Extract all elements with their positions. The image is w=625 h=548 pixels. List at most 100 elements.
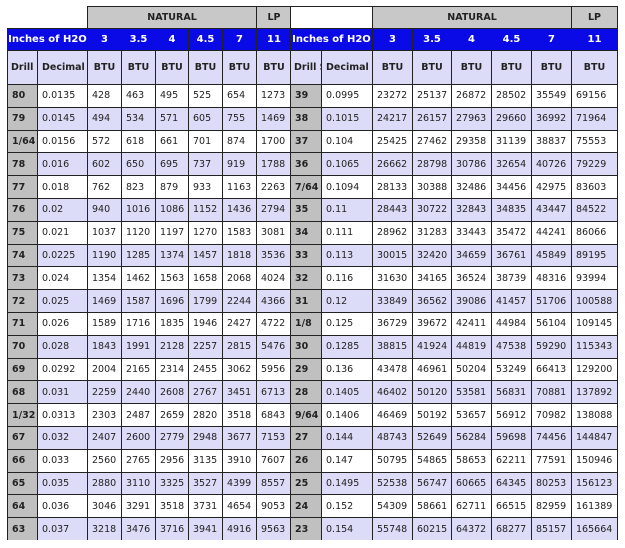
btu-4-5-cell: 34835 [491,197,532,222]
btu-7-cell: 919 [221,152,258,176]
btu-4-cell: 34659 [451,243,492,267]
blank-cell [7,6,88,29]
btu-11-cell: 4366 [256,289,293,313]
btu-4-cell: 3325 [155,471,189,495]
decimal-inches-cell: 0.116 [321,266,373,290]
table-row: 7/64 0.1094 28133 30388 32486 34456 42975 83603 [290,175,619,199]
btu-11-cell: 8557 [256,471,293,495]
btu-4-cell: 1374 [155,243,189,267]
btu-3-cell: 1037 [87,220,122,245]
btu-4-cell: 2128 [155,334,189,359]
btu-7-cell: 2427 [221,311,258,336]
drill-size-cell: 65 [7,471,38,495]
pressure-header: 4.5 [188,28,223,51]
btu-3-5-cell: 1120 [121,220,156,245]
group-header-row: NATURAL LP [7,6,293,29]
btu-7-cell: 42975 [530,175,573,199]
btu-3-5-cell: 2600 [121,425,156,450]
btu-4-5-cell: 62211 [491,448,532,473]
btu-11-cell: 138088 [571,403,619,427]
decimal-inches-cell: 0.026 [37,311,88,336]
drill-size-cell: 28 [290,380,322,404]
btu-7-cell: 4916 [221,517,258,540]
btu-3-5-cell: 26157 [412,106,452,131]
btu-3-cell: 1843 [87,334,122,359]
table-row: 65 0.035 2880 3110 3325 3527 4399 8557 [7,471,293,495]
btu-4-5-cell: 605 [188,106,223,131]
btu-4-5-cell: 44984 [491,311,532,336]
table-row: 1/8 0.125 36729 39672 42411 44984 56104 109145 [290,311,619,336]
btu-4-5-cell: 28502 [491,84,532,108]
decimal-inches-cell: 0.1285 [321,334,373,359]
btu-3-cell: 25425 [372,129,413,153]
btu-3-cell: 572 [87,129,122,153]
table-row: 23 0.154 55748 60215 64372 68277 85157 165664 [290,517,619,540]
decimal-inches-cell: 0.0292 [37,357,88,381]
btu-11-cell: 5956 [256,357,293,381]
btu-7-cell: 3518 [221,403,258,427]
btu-4-cell: 30786 [451,152,492,176]
btu-11-cell: 89195 [571,243,619,267]
btu-3-cell: 46469 [372,403,413,427]
btu-4-5-cell: 1152 [188,197,223,222]
btu-header: BTU [121,50,156,85]
decimal-inches-cell: 0.0225 [37,243,88,267]
btu-11-cell: 150946 [571,448,619,473]
btu-4-5-cell: 35472 [491,220,532,245]
decimal-inches-cell: 0.0135 [37,84,88,108]
btu-7-cell: 48316 [530,266,573,290]
btu-11-cell: 156123 [571,471,619,495]
btu-3-5-cell: 2165 [121,357,156,381]
btu-3-5-cell: 27462 [412,129,452,153]
btu-11-cell: 2794 [256,197,293,222]
table-row: 78 0.016 602 650 695 737 919 1788 [7,152,293,176]
table-row: 71 0.026 1589 1716 1835 1946 2427 4722 [7,311,293,336]
decimal-inches-cell: 0.104 [321,129,373,153]
btu-11-cell: 4024 [256,266,293,290]
btu-3-cell: 54309 [372,494,413,518]
btu-4-cell: 53581 [451,380,492,404]
btu-3-5-cell: 534 [121,106,156,131]
btu-11-cell: 86066 [571,220,619,245]
btu-3-cell: 2880 [87,471,122,495]
table-row: 25 0.1495 52538 56747 60665 64345 80253 156123 [290,471,619,495]
btu-4-cell: 39086 [451,289,492,313]
btu-4-5-cell: 1457 [188,243,223,267]
btu-7-cell: 70881 [530,380,573,404]
drill-size-header: Drill Size [7,50,38,85]
btu-4-cell: 56284 [451,425,492,450]
btu-3-cell: 428 [87,84,122,108]
btu-4-5-cell: 2948 [188,425,223,450]
btu-4-cell: 3716 [155,517,189,540]
btu-7-cell: 4399 [221,471,258,495]
btu-11-cell: 69156 [571,84,619,108]
decimal-inches-cell: 0.113 [321,243,373,267]
btu-4-cell: 1696 [155,289,189,313]
btu-4-cell: 33443 [451,220,492,245]
pressure-header: 3 [372,28,413,51]
btu-4-cell: 2659 [155,403,189,427]
btu-3-5-cell: 823 [121,175,156,199]
btu-3-5-cell: 463 [121,84,156,108]
decimal-inches-header: Decimal Inches [321,50,373,85]
table-row: 32 0.116 31630 34165 36524 38739 48316 93994 [290,266,619,290]
btu-7-cell: 3062 [221,357,258,381]
drill-size-cell: 37 [290,129,322,153]
btu-3-cell: 2303 [87,403,122,427]
btu-3-5-cell: 41924 [412,334,452,359]
btu-4-cell: 879 [155,175,189,199]
btu-7-cell: 36992 [530,106,573,131]
drill-size-cell: 27 [290,425,322,450]
table-row: 30 0.1285 38815 41924 44819 47538 59290 115343 [290,334,619,359]
table-row: 35 0.11 28443 30722 32843 34835 43447 84522 [290,197,619,222]
table-row: 64 0.036 3046 3291 3518 3731 4654 9053 [7,494,293,518]
btu-3-5-cell: 32420 [412,243,452,267]
table-row: 68 0.031 2259 2440 2608 2767 3451 6713 [7,380,293,404]
drill-size-cell: 24 [290,494,322,518]
btu-4-5-cell: 29660 [491,106,532,131]
drill-size-cell: 1/64 [7,129,38,153]
btu-4-5-cell: 3941 [188,517,223,540]
btu-11-cell: 100588 [571,289,619,313]
btu-3-cell: 2004 [87,357,122,381]
drill-size-cell: 9/64 [290,403,322,427]
